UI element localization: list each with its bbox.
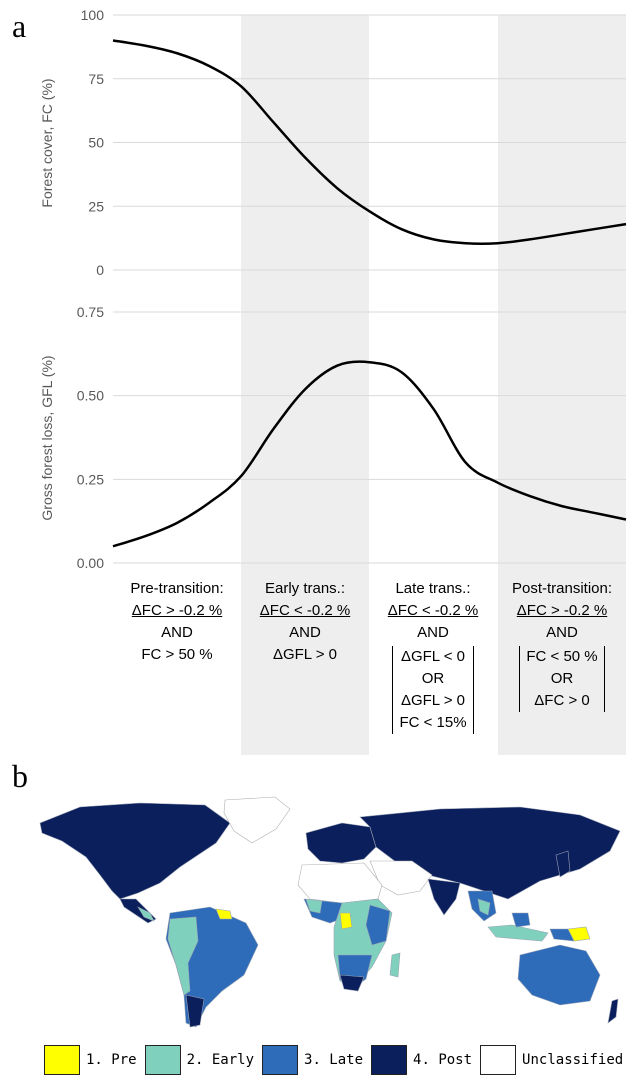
- stage-late-and: AND: [417, 624, 449, 641]
- map-west-africa-early: [305, 898, 323, 914]
- legend-item-late: 3. Late: [262, 1045, 367, 1075]
- band-post: [498, 15, 626, 755]
- legend-swatch-late: [262, 1045, 299, 1075]
- legend-label-post: 4. Post: [413, 1052, 473, 1068]
- ylabel-fc: Forest cover, FC (%): [39, 78, 55, 207]
- stage-late-b2: ΔGFL > 0: [400, 692, 466, 709]
- world-map-svg: [39, 796, 621, 1028]
- stage-post-title: Post-transition:: [511, 580, 613, 597]
- stage-late: Late trans.: ΔFC < -0.2 % AND ΔGFL < 0 O…: [369, 578, 497, 734]
- map-australia: [517, 944, 601, 1006]
- gfl-ytick-label: 0.00: [77, 555, 104, 571]
- stage-pre-title: Pre-transition:: [130, 580, 224, 597]
- gfl-ytick-label: 0.75: [77, 304, 104, 320]
- legend-item-pre: 1. Pre: [44, 1045, 141, 1075]
- fc-ytick-label: 50: [88, 135, 104, 151]
- fc-ytick-label: 75: [88, 71, 104, 87]
- legend-item-early: 2. Early: [144, 1045, 258, 1075]
- map-central-america-early: [137, 906, 155, 922]
- stage-early-cond1: ΔFC < -0.2 %: [259, 602, 351, 619]
- legend-swatch-pre: [44, 1045, 80, 1075]
- stage-early-and: AND: [289, 624, 321, 641]
- stage-post-bracket: FC < 50 % OR ΔFC > 0: [519, 646, 605, 712]
- map-guianas-pre: [215, 908, 233, 920]
- map-europe: [305, 822, 377, 864]
- map-southeast-asia-early: [477, 898, 491, 916]
- map-south-america-early: [167, 916, 199, 996]
- map-papua-east: [549, 928, 575, 942]
- map-congo-pre: [339, 912, 353, 930]
- gfl-series-line: [112, 360, 627, 548]
- stage-post-b2: ΔFC > 0: [534, 692, 590, 709]
- stage-post: Post-transition: ΔFC > -0.2 % AND FC < 5…: [498, 578, 626, 712]
- map-north-america: [39, 802, 231, 900]
- map-north-africa: [297, 862, 383, 904]
- map-indonesia: [487, 924, 549, 942]
- map-asia: [359, 806, 621, 900]
- stage-early-title: Early trans.:: [264, 580, 346, 597]
- legend-label-late: 3. Late: [304, 1052, 364, 1068]
- map-japan: [555, 850, 571, 878]
- stage-post-b1: FC < 50 %: [526, 648, 598, 665]
- map-borneo: [511, 912, 531, 928]
- world-map: [20, 795, 632, 1033]
- panel-a-letter: a: [12, 8, 27, 44]
- band-early: [241, 15, 369, 755]
- map-new-zealand: [607, 998, 619, 1024]
- stage-early: Early trans.: ΔFC < -0.2 % AND ΔGFL > 0: [241, 578, 369, 666]
- ylabel-gfl: Gross forest loss, GFL (%): [39, 355, 55, 520]
- map-south-africa: [339, 974, 365, 992]
- fc-ytick-label: 0: [96, 262, 104, 278]
- stage-pre-and: AND: [161, 624, 193, 641]
- legend-label-unclassified: Unclassified: [522, 1052, 624, 1068]
- stage-late-b1: ΔGFL < 0: [400, 648, 466, 665]
- panel-b-letter: b: [12, 758, 28, 794]
- stage-pre-cond1: ΔFC > -0.2 %: [131, 602, 223, 619]
- stage-late-title: Late trans.:: [395, 580, 471, 597]
- legend-label-pre: 1. Pre: [86, 1052, 137, 1068]
- legend-item-post: 4. Post: [371, 1045, 476, 1075]
- legend-swatch-post: [371, 1045, 408, 1075]
- stage-pre-cond2: FC > 50 %: [141, 646, 213, 663]
- gross-forest-loss-chart: 0.00 0.25 0.50 0.75: [77, 304, 627, 571]
- gfl-ytick-label: 0.25: [77, 471, 104, 487]
- stage-late-b3: FC < 15%: [399, 714, 467, 731]
- gfl-ytick-label: 0.50: [77, 388, 104, 404]
- legend-swatch-early: [144, 1045, 181, 1075]
- stage-late-bracket: ΔGFL < 0 OR ΔGFL > 0 FC < 15%: [392, 646, 474, 734]
- map-south-america-south: [185, 994, 205, 1028]
- legend-label-early: 2. Early: [186, 1052, 255, 1068]
- stage-pre: Pre-transition: ΔFC > -0.2 % AND FC > 50…: [113, 578, 241, 666]
- map-east-africa: [365, 904, 391, 946]
- stage-late-or: OR: [421, 670, 445, 687]
- fc-ytick-label: 100: [81, 7, 105, 23]
- fc-ytick-label: 25: [88, 198, 104, 214]
- stage-post-or: OR: [550, 670, 574, 687]
- stage-early-cond2: ΔGFL > 0: [272, 646, 338, 663]
- stage-late-cond1: ΔFC < -0.2 %: [387, 602, 479, 619]
- stage-post-and: AND: [546, 624, 578, 641]
- map-india: [427, 878, 461, 916]
- forest-cover-chart: 0 25 50 75 100: [81, 7, 627, 278]
- legend-swatch-unclassified: [480, 1045, 517, 1075]
- stage-post-cond1: ΔFC > -0.2 %: [516, 602, 608, 619]
- map-legend: 1. Pre 2. Early 3. Late 4. Post Unclassi…: [44, 1044, 631, 1076]
- map-greenland: [223, 796, 291, 844]
- panel-a-charts: Forest cover, FC (%) Gross forest loss, …: [39, 7, 627, 755]
- fc-series-line: [112, 39, 627, 245]
- legend-item-unclassified: Unclassified: [480, 1045, 627, 1075]
- map-madagascar: [389, 952, 401, 978]
